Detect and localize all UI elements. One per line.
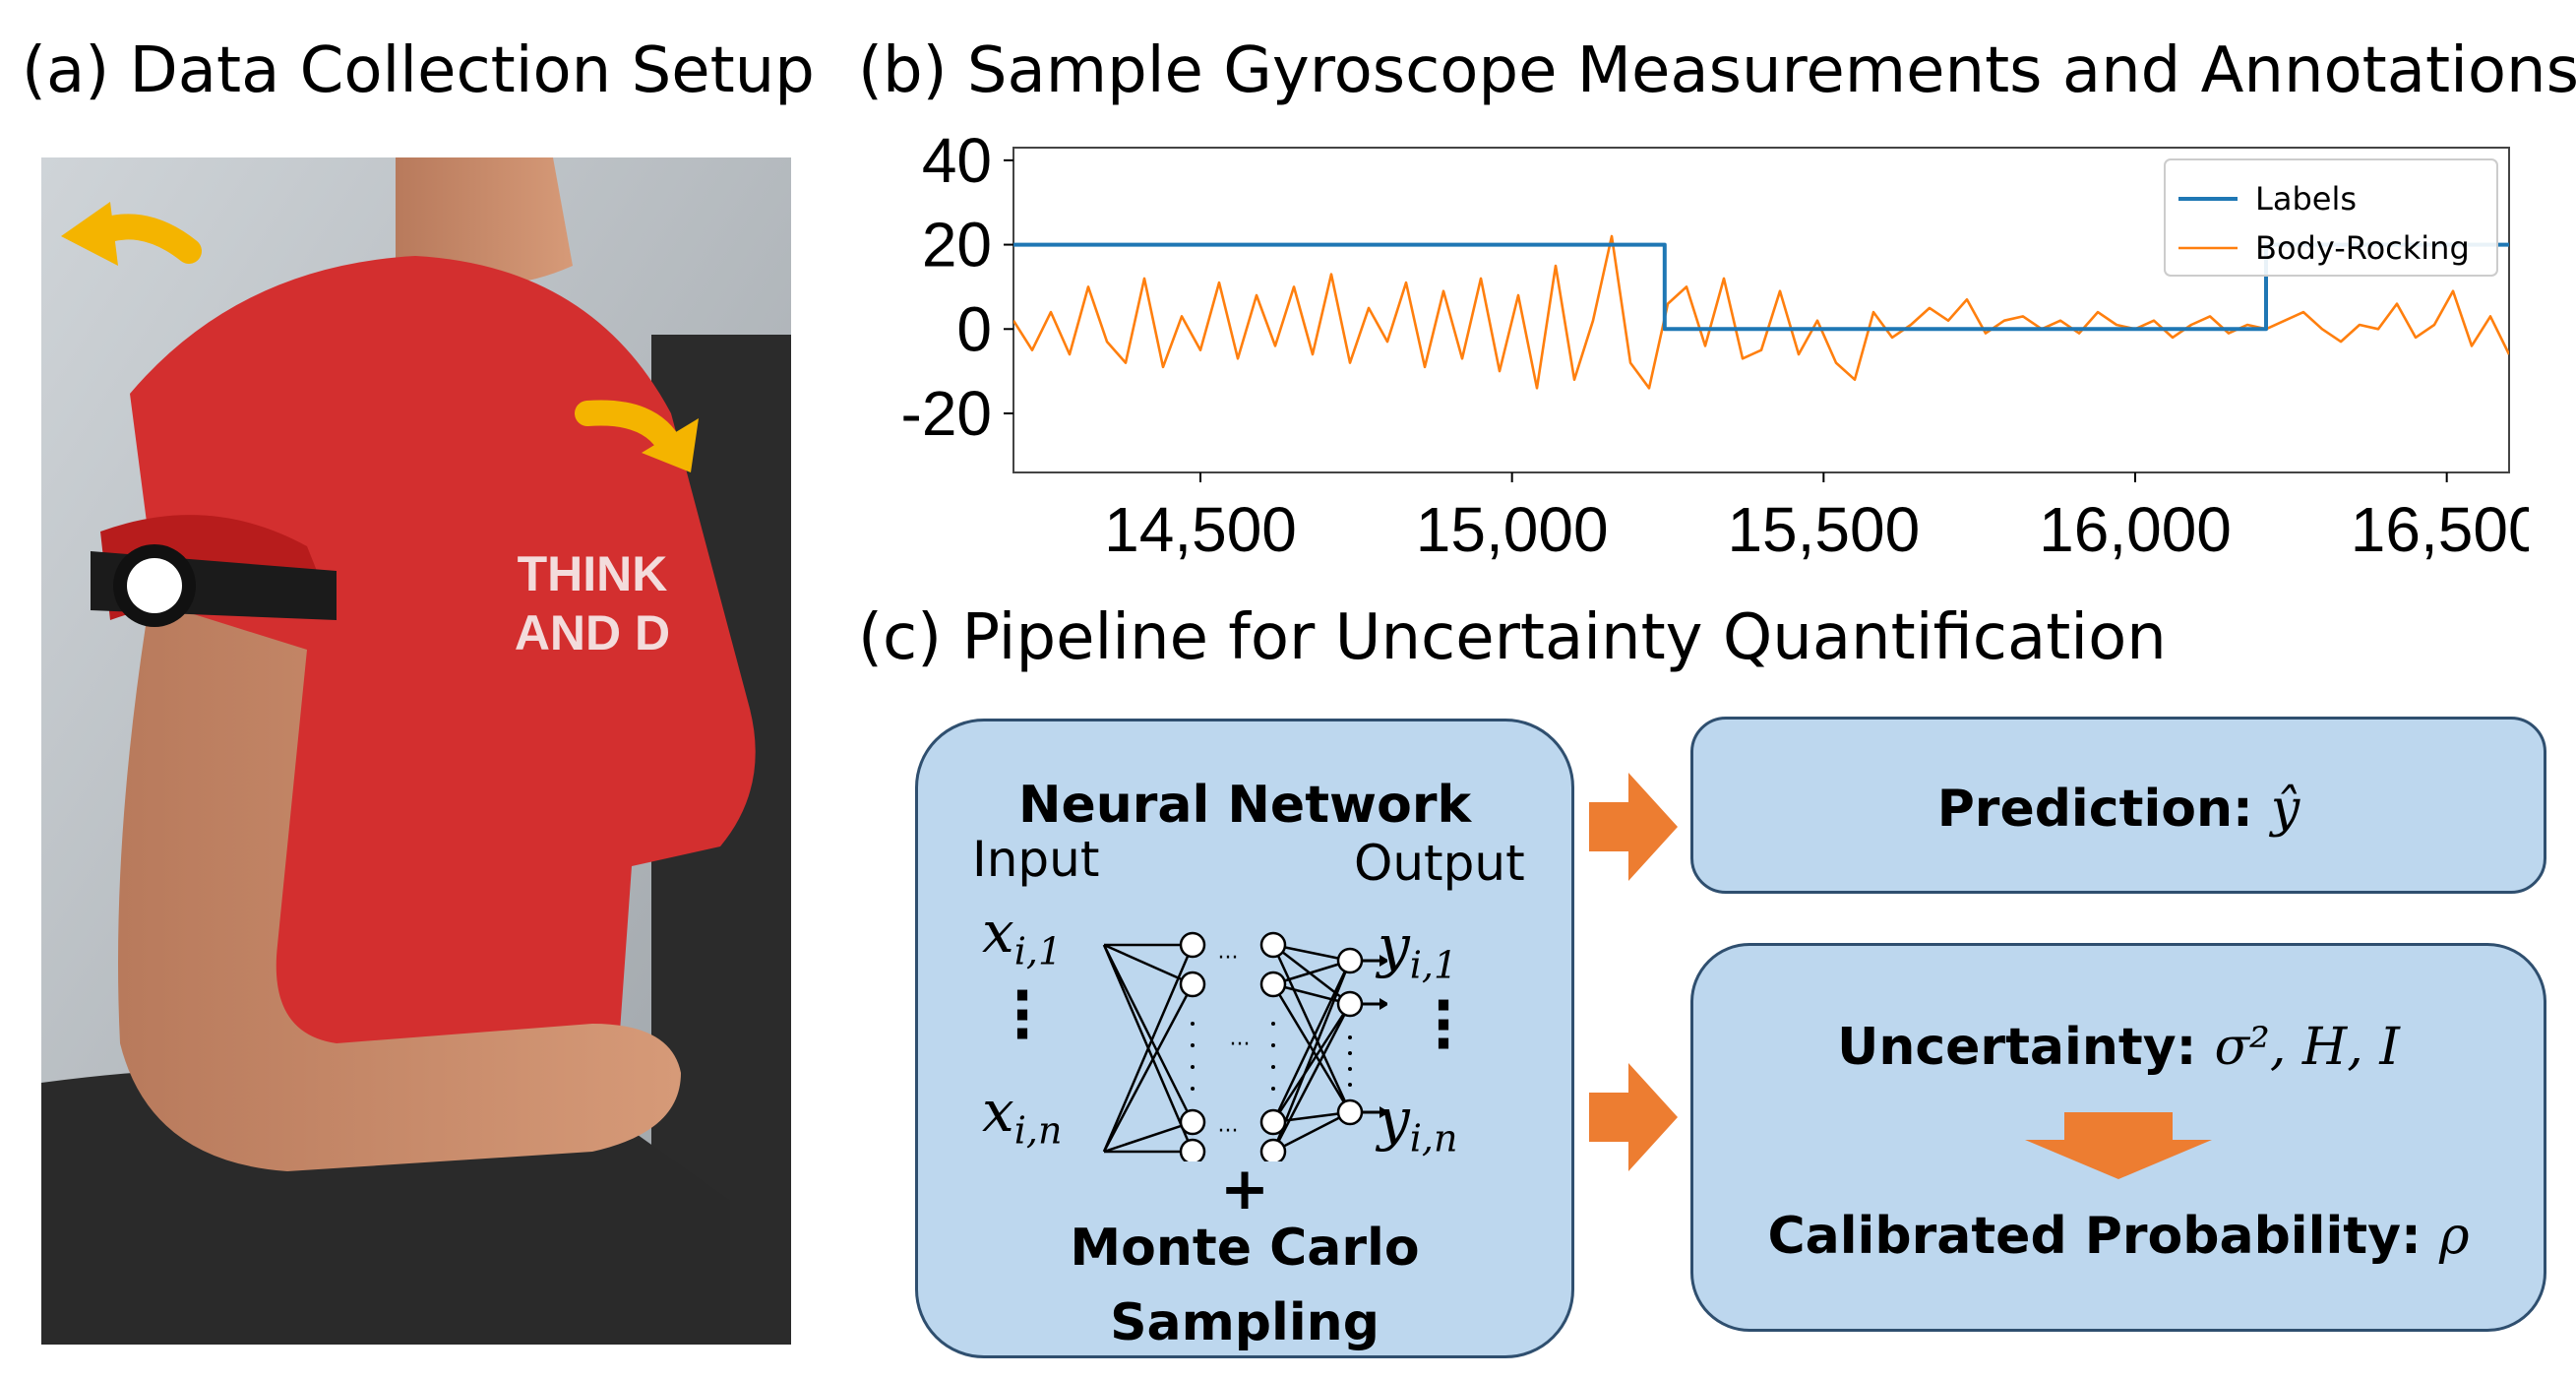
neck: [396, 157, 573, 285]
nn-node: [1336, 990, 1364, 1018]
nn-node: [1179, 1108, 1206, 1136]
nn-vertical-dot: [1271, 1022, 1275, 1026]
nn-node: [1179, 1138, 1206, 1161]
nn-edge: [1272, 1110, 1351, 1154]
nn-node: [1179, 931, 1206, 959]
y-last: yi,n: [1378, 1086, 1458, 1160]
shirt-text-1: THINK: [518, 546, 668, 601]
nn-edge: [1271, 1003, 1352, 1123]
x-first: xi,1: [982, 899, 1063, 973]
rocking-arrowhead-left-icon: [61, 202, 118, 266]
nn-vertical-dot: [1271, 1065, 1275, 1069]
nn-edge: [1102, 944, 1195, 1153]
nn-edge: [1103, 1120, 1194, 1154]
legend-label: Labels: [2255, 180, 2357, 218]
x-tick-label: 16,500: [2351, 494, 2529, 561]
nn-title: Neural Network: [1017, 776, 1472, 835]
nn-node: [1259, 1108, 1287, 1136]
data-collection-photo: THINK AND D: [41, 157, 791, 1345]
x-ellipsis: · · ·: [1011, 962, 1034, 1068]
input-label: Input: [972, 831, 1100, 888]
network-diagram: ··· ··· ···: [1102, 931, 1387, 1161]
plus-sign: +: [1219, 1155, 1270, 1223]
nn-node: [1259, 931, 1287, 959]
monte-carlo-line2: Sampling: [1110, 1293, 1380, 1352]
panel-a-title: (a) Data Collection Setup: [22, 34, 815, 107]
arrow-to-uncertainty-icon: [1589, 1063, 1678, 1171]
nn-vertical-dot: [1348, 1051, 1352, 1055]
nn-node: [1179, 971, 1206, 998]
legend-label: Body-Rocking: [2255, 229, 2470, 267]
rocking-arrowhead-right-icon: [642, 418, 699, 472]
nn-edge: [1271, 960, 1352, 1123]
x-last: xi,n: [982, 1078, 1063, 1153]
nn-edge: [1102, 944, 1195, 1123]
prediction-box: [1690, 717, 2546, 894]
nn-output-arrowhead: [1380, 955, 1387, 967]
nn-vertical-dot: [1191, 1043, 1195, 1047]
nn-ellipsis: ···: [1230, 1033, 1251, 1057]
arrow-down-icon: [2025, 1112, 2212, 1179]
y-tick-label: 40: [922, 128, 992, 196]
calibrated-text: Calibrated Probability: ρ: [1767, 1207, 2470, 1266]
y-first: yi,1: [1378, 912, 1458, 987]
nn-output-arrowhead: [1380, 998, 1387, 1010]
sensor-face: [127, 558, 182, 613]
x-tick-label: 14,500: [1104, 494, 1297, 561]
nn-vertical-dot: [1271, 1043, 1275, 1047]
panel-b-title: (b) Sample Gyroscope Measurements and An…: [858, 34, 2576, 107]
gyroscope-chart: 40 20 0 -20 14,500 15,000 15,500 16,000 16,500 La…: [901, 128, 2530, 561]
y-ellipsis: · · ·: [1432, 972, 1455, 1078]
nn-vertical-dot: [1191, 1022, 1195, 1026]
nn-edge: [1271, 983, 1352, 1113]
arm: [118, 600, 681, 1171]
output-label: Output: [1354, 835, 1525, 892]
nn-edge: [1272, 943, 1351, 963]
nn-edge: [1102, 983, 1195, 1153]
y-tick-label: 20: [922, 210, 992, 281]
y-tick-label: -20: [901, 378, 993, 449]
neural-network-box: [915, 719, 1574, 1358]
monte-carlo-line1: Monte Carlo: [1070, 1219, 1420, 1278]
arrow-to-prediction-icon: [1589, 773, 1678, 881]
nn-vertical-dot: [1191, 1065, 1195, 1069]
nn-edge: [1271, 1003, 1352, 1153]
nn-ellipsis: ···: [1218, 1119, 1239, 1144]
x-tick-label: 16,000: [2039, 494, 2232, 561]
nn-node: [1336, 947, 1364, 974]
panel-c-title: (c) Pipeline for Uncertainty Quantificat…: [858, 601, 2167, 674]
nn-vertical-dot: [1191, 1087, 1195, 1091]
nn-node: [1259, 1138, 1287, 1161]
nn-vertical-dot: [1271, 1087, 1275, 1091]
nn-output-arrowhead: [1380, 1106, 1387, 1118]
plot-frame: [1012, 147, 2510, 473]
nn-edge: [1271, 944, 1352, 1113]
nn-vertical-dot: [1348, 1067, 1352, 1071]
prediction-text: Prediction: ŷ: [1936, 780, 2300, 839]
uncertainty-text: Uncertainty: σ², H, I: [1837, 1018, 2400, 1077]
y-tick-label: 0: [956, 293, 992, 364]
nn-edge: [1272, 959, 1351, 986]
nn-edge: [1272, 982, 1351, 1006]
nn-vertical-dot: [1348, 1035, 1352, 1039]
nn-node: [1336, 1098, 1364, 1126]
x-tick-label: 15,000: [1416, 494, 1609, 561]
shirt-text-2: AND D: [515, 605, 670, 660]
legend-box: [2164, 158, 2498, 277]
nn-ellipsis: ···: [1218, 946, 1239, 971]
red-shirt: [130, 256, 756, 1142]
x-tick-label: 15,500: [1727, 494, 1920, 561]
nn-node: [1259, 971, 1287, 998]
nn-vertical-dot: [1348, 1083, 1352, 1087]
